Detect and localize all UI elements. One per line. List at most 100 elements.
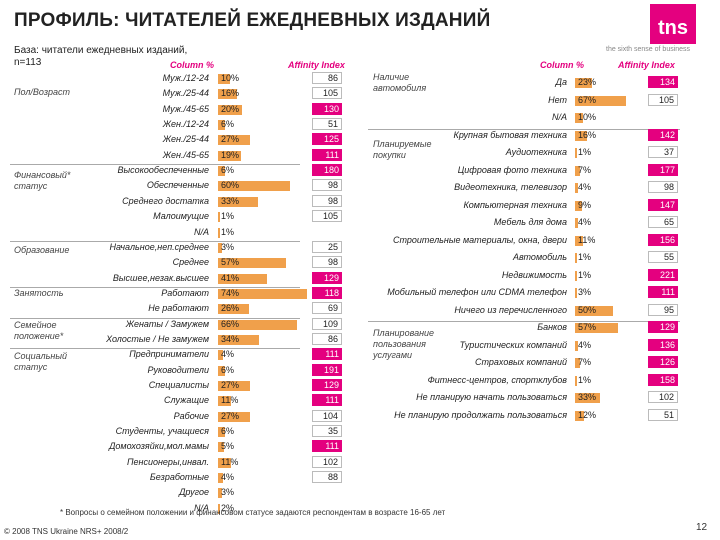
sample-base: База: читатели ежедневных изданий, n=113 [14,45,187,69]
category-label: Жен./25-44 [162,134,209,145]
pct-value-label: 1% [578,269,592,280]
pct-bar [575,200,582,211]
affinity-index-box: 136 [648,338,678,351]
pct-bar [575,253,577,263]
pct-value-label: 4% [578,217,592,227]
affinity-index-box: 142 [648,128,678,141]
pct-value-label: 57% [221,257,240,268]
pct-value-label: 27% [221,380,240,390]
pct-value-label: 4% [578,339,592,350]
affinity-index-box: 69 [312,302,342,315]
pct-value-label: 11% [578,234,596,245]
affinity-index-box: 105 [312,210,342,223]
section-divider [10,164,300,166]
pct-bar [218,396,232,407]
pct-value-label: 57% [578,322,597,332]
pct-bar [575,288,578,298]
affinity-index-box: 105 [312,87,342,100]
sample-base-line2: n=113 [14,57,42,68]
pct-value-label: 5% [221,441,235,452]
category-label: Рабочие [173,410,209,421]
affinity-index-box: 88 [312,471,342,484]
category-label: N/A [551,112,567,122]
pct-bar [218,181,290,192]
affinity-index-box: 65 [648,216,678,228]
affinity-index-box: 129 [312,379,342,391]
category-label: Служащие [164,395,209,406]
pct-bar [575,410,585,421]
category-label: Другое [179,487,209,498]
pct-value-label: 16% [578,129,597,140]
category-label: Пенсионеры,инвал. [126,456,209,467]
affinity-index-box: 221 [648,268,678,281]
section-divider [10,348,300,350]
group-label: Занятость [14,288,64,298]
category-label: Цифровая фото техника [457,164,567,175]
pct-value-label: 10% [578,112,597,122]
category-label: Женаты / Замужем [125,318,209,329]
category-label: Да [555,77,567,87]
pct-bar [218,442,224,453]
pct-value-label: 1% [221,211,235,222]
pct-bar [218,242,222,253]
pct-bar [218,503,221,514]
category-label: Не планирую начать пользоваться [416,392,567,402]
category-label: Среднего достатка [122,195,209,206]
pct-value-label: 74% [221,287,240,298]
pct-value-label: 27% [221,134,240,145]
category-label: Высокообеспеченные [117,165,209,176]
category-label: Малоимущие [153,211,209,222]
group-label: Образование [14,245,70,255]
affinity-index-box: 156 [648,233,678,246]
group-label: Финансовый* статус [14,170,71,191]
affinity-index-box: 102 [648,391,678,403]
right-affinity-header: Affinity Index [618,60,675,70]
pct-bar [575,358,581,368]
pct-bar [575,393,601,403]
pct-value-label: 50% [578,304,597,315]
pct-value-label: 1% [578,374,592,385]
group-label: Планирование пользования услугами [373,328,435,360]
pct-value-label: 6% [221,426,235,437]
pct-bar [218,350,223,361]
pct-bar [575,375,577,386]
pct-bar [218,473,223,484]
affinity-index-box: 98 [648,181,678,193]
page-title: ПРОФИЛЬ: ЧИТАТЕЛЕЙ ЕЖЕДНЕВНЫХ ИЗДАНИЙ [14,10,491,31]
pct-bar [218,74,230,84]
pct-value-label: 11% [221,395,239,406]
category-label: Муж./25-44 [162,88,209,99]
affinity-index-box: 111 [312,394,342,407]
pct-value-label: 6% [221,119,235,130]
category-label: Обеспеченные [146,180,209,191]
pct-bar [218,319,298,330]
pct-bar [218,427,226,438]
pct-value-label: 23% [578,77,597,87]
pct-bar [218,288,307,299]
category-label: Крупная бытовая техника [453,129,567,140]
affinity-index-box: 109 [312,317,342,330]
affinity-index-box: 98 [312,179,342,192]
category-label: Домохозяйки,мол.мамы [109,441,209,452]
category-label: Недвижимость [501,269,567,280]
category-label: Мебель для дома [493,217,567,227]
pct-value-label: 27% [221,410,240,421]
pct-bar [218,365,226,376]
pct-bar [575,235,584,246]
affinity-index-box: 180 [312,164,342,177]
category-label: Жен./12-24 [162,119,209,130]
pct-bar [218,411,251,422]
group-label: Наличие автомобиля [373,72,427,93]
affinity-index-box: 86 [312,332,342,345]
affinity-index-box: 191 [312,363,342,376]
pct-value-label: 1% [578,252,592,262]
affinity-index-box: 35 [312,425,342,438]
pct-value-label: 7% [578,357,592,367]
category-label: Не работают [148,303,209,314]
pct-bar [218,196,258,207]
affinity-index-box: 111 [648,286,678,298]
category-label: Муж./12-24 [162,73,209,83]
pct-value-label: 4% [221,472,235,483]
category-label: Строительные материалы, окна, двери [392,234,567,245]
category-label: Начальное,неп.среднее [109,241,210,252]
